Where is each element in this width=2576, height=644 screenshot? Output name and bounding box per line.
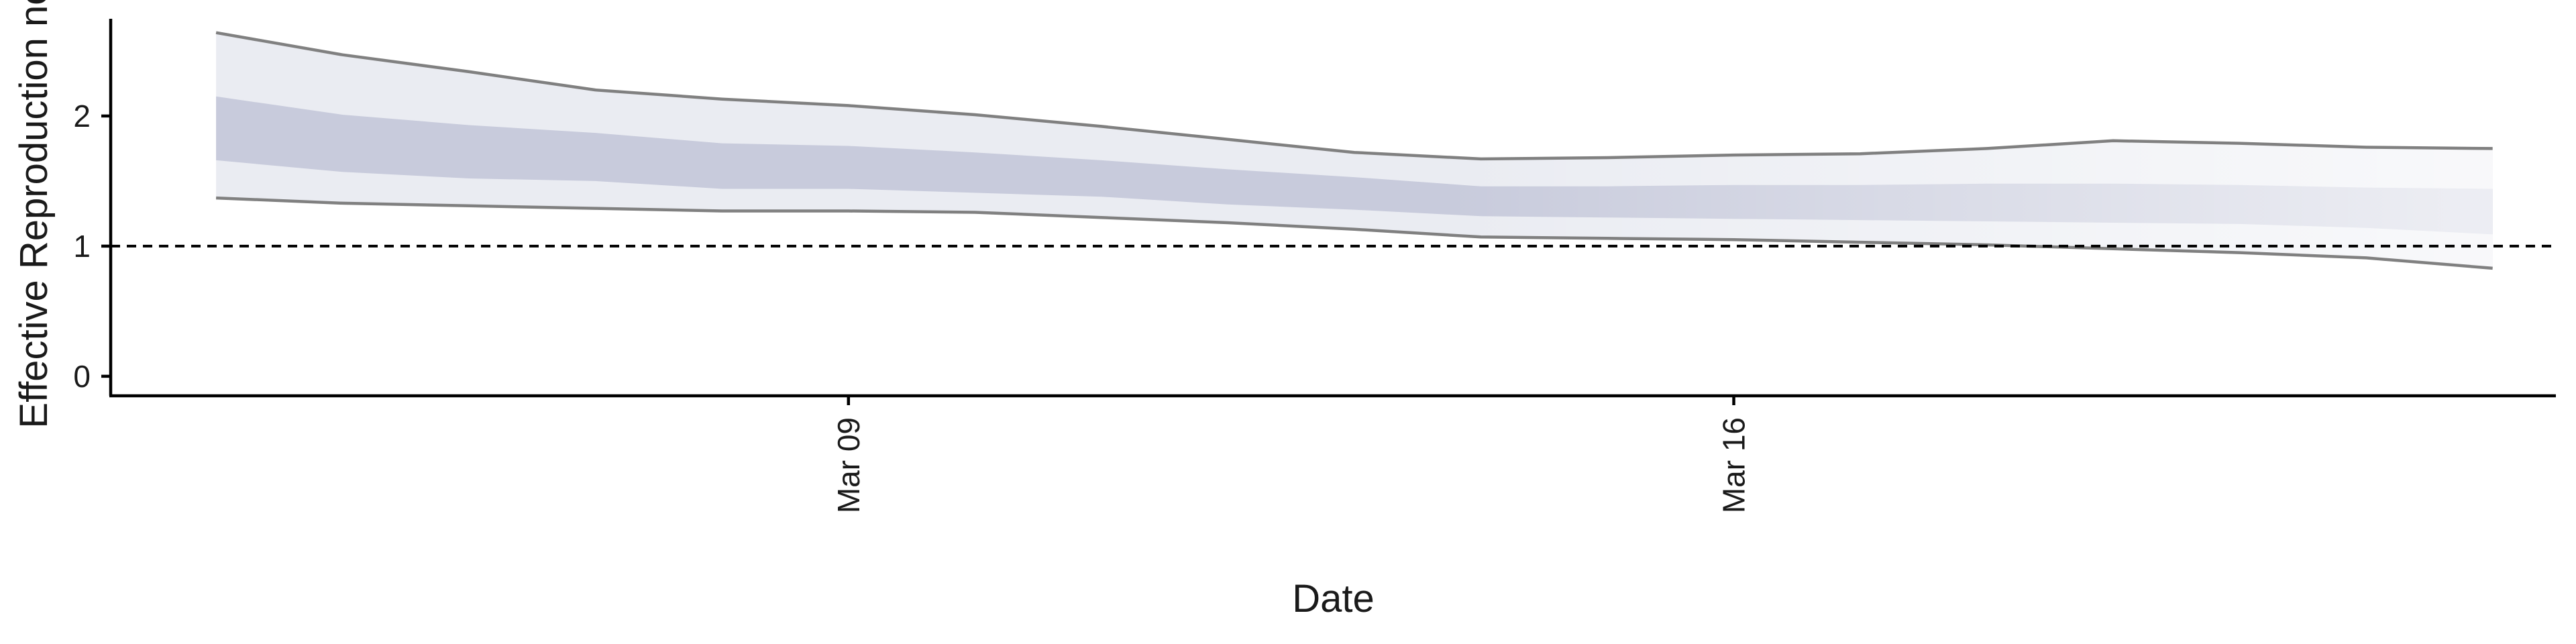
lower-bound-line [216, 196, 2493, 270]
axes: 0 1 2 Mar 09 Mar 16 [73, 19, 2556, 513]
x-ticks: Mar 09 Mar 16 [831, 396, 1752, 513]
y-tick-label: 0 [73, 359, 91, 394]
x-tick-label: Mar 16 [1717, 417, 1752, 513]
y-tick-label: 1 [73, 229, 91, 264]
upper-bound-line [215, 31, 2493, 161]
y-axis-title: Effective Reproduction no. [12, 0, 56, 429]
y-ticks: 0 1 2 [73, 99, 111, 394]
plot-area [111, 28, 2556, 272]
x-axis-title: Date [1292, 577, 1375, 621]
x-tick-label: Mar 09 [831, 417, 866, 513]
y-tick-label: 2 [73, 99, 91, 133]
estimate-fade-overlay [216, 28, 2493, 272]
